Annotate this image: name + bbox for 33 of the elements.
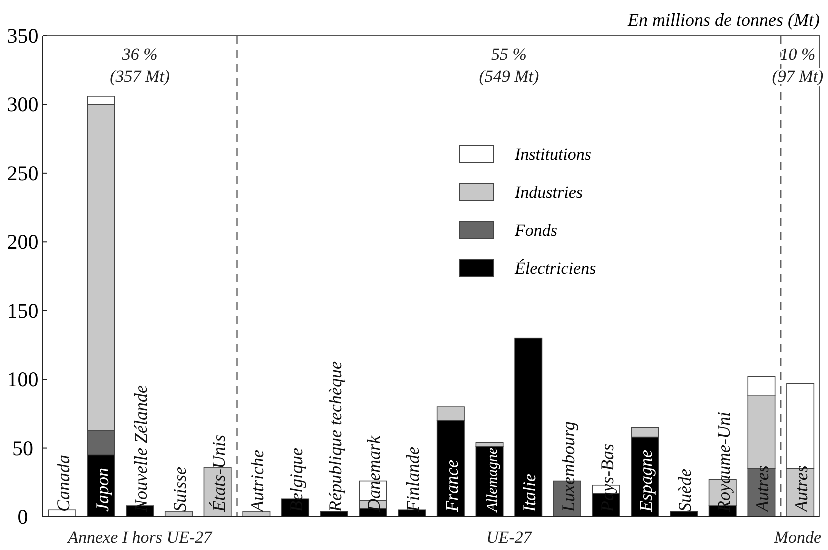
text: UE-27	[486, 528, 534, 547]
annotation: 36 % (357 Mt)	[110, 45, 170, 86]
y-tick-label: 350	[7, 24, 39, 48]
y-tick-label: 300	[7, 92, 39, 117]
x-tick-label: Finlande	[403, 447, 424, 513]
x-tick-label: Japon	[92, 468, 112, 512]
y-axis-title: En millions de tonnes (Mt)	[627, 10, 820, 30]
x-tick-label: Italie	[520, 474, 540, 513]
y-tick-label: 0	[18, 505, 28, 529]
y-tick-label: 250	[7, 161, 39, 186]
x-tick-label: Suisse	[170, 466, 190, 512]
x-tick-label: Autres	[752, 466, 773, 513]
y-tick-label: 150	[7, 298, 39, 323]
x-tick-label: Espagne	[636, 450, 656, 513]
x-tick-label: République techèque	[325, 362, 346, 513]
x-tick-label: Suède	[675, 469, 696, 512]
y-tick-label: 200	[7, 230, 39, 254]
x-tick-label: Autres	[792, 466, 812, 513]
x-tick-label: Luxembourg	[558, 422, 578, 513]
legend-label: Institutions	[514, 145, 592, 164]
text: Annexe I hors UE-27	[67, 528, 214, 547]
legend-label: Électriciens	[514, 259, 597, 278]
legend-label: Industries	[514, 183, 584, 202]
y-tick-label: 50	[12, 436, 34, 460]
x-tick-label: Autriche	[248, 450, 268, 513]
x-tick-label: Allemagne	[484, 448, 501, 513]
text: Monde	[773, 528, 822, 547]
y-tick-label: 100	[7, 368, 39, 392]
annotation: 55 % (549 Mt)	[479, 45, 540, 86]
x-tick-label: Canada	[53, 454, 74, 512]
x-tick-label: États-Unis	[208, 434, 229, 513]
x-tick-label: France	[442, 460, 462, 513]
legend-label: Fonds	[514, 221, 558, 240]
